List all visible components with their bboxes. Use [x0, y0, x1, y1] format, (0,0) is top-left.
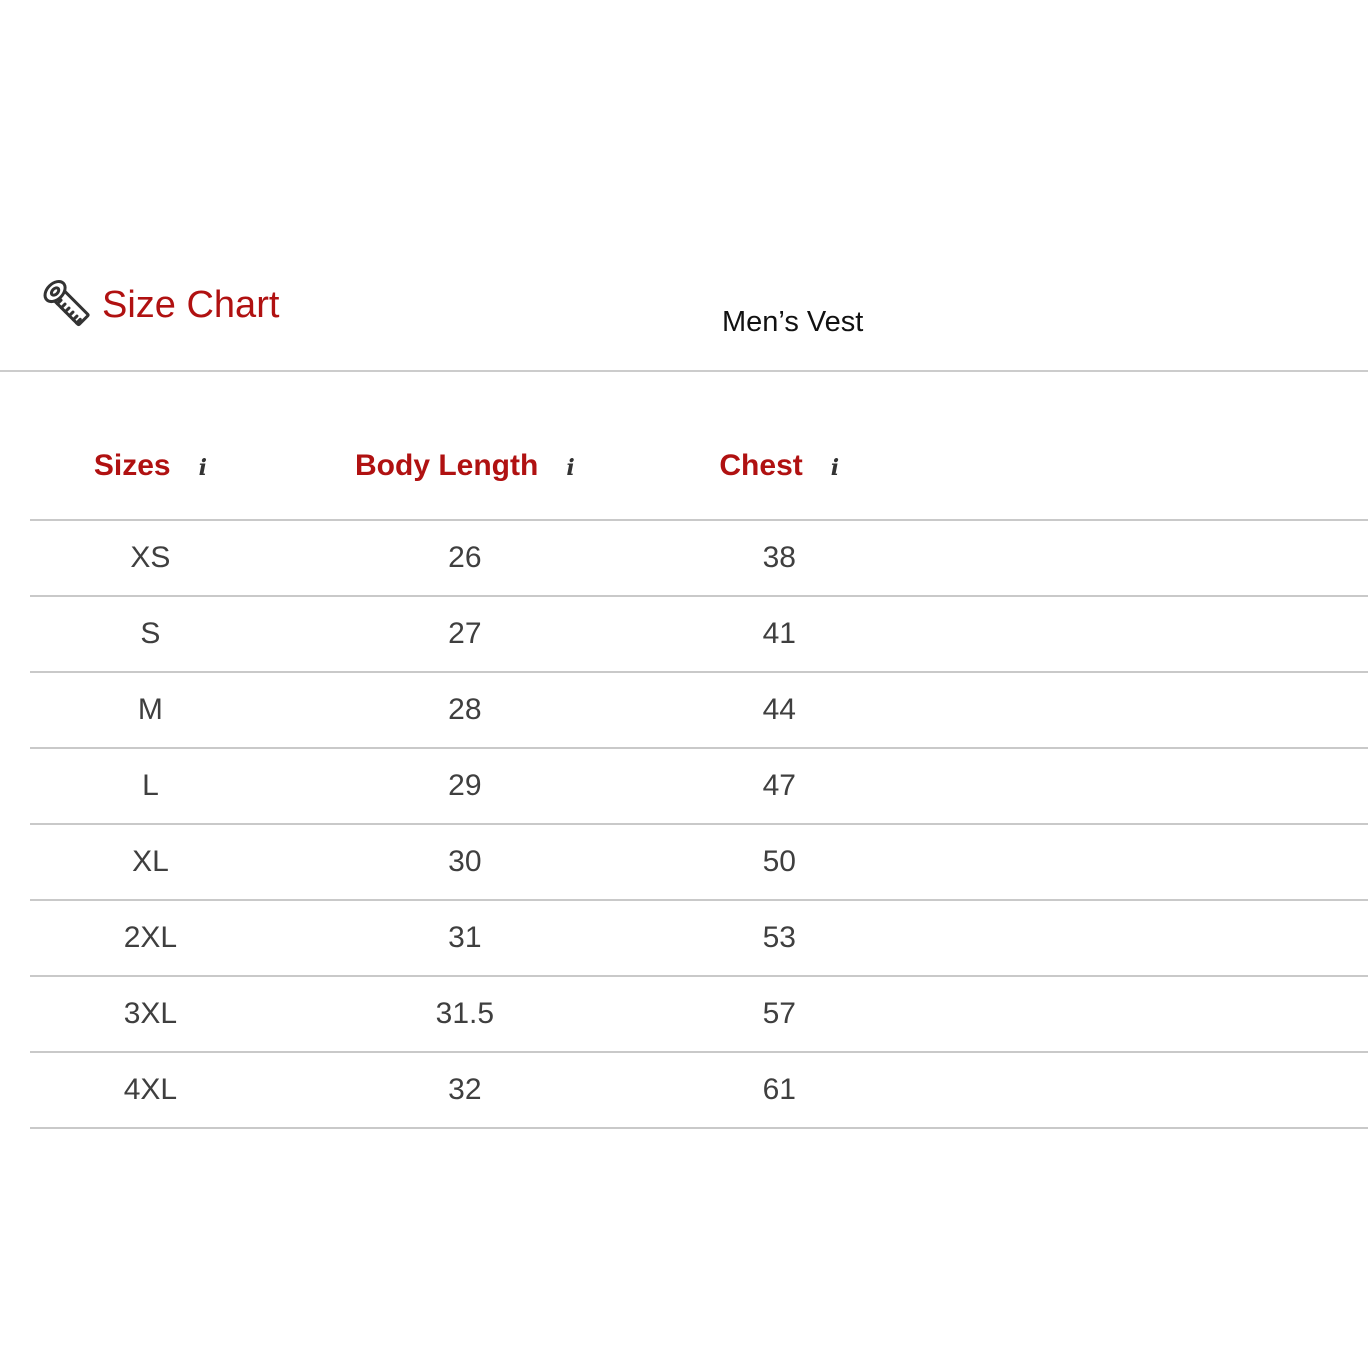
size-cell: M: [30, 672, 271, 749]
table-row: XL 30 50: [30, 824, 1368, 901]
table-row: 2XL 31 53: [30, 900, 1368, 977]
body-length-cell: 29: [270, 748, 659, 825]
size-cell: XL: [30, 824, 271, 901]
column-header-sizes: Sizes i: [30, 372, 271, 521]
table-row: L 29 47: [30, 748, 1368, 825]
spacer-cell: [899, 900, 1368, 977]
column-header-body-length: Body Length i: [270, 372, 659, 521]
body-length-cell: 31: [270, 900, 659, 977]
table-row: XS 26 38: [30, 520, 1368, 597]
spacer-cell: [899, 672, 1368, 749]
spacer-cell: [899, 976, 1368, 1053]
spacer-cell: [899, 596, 1368, 673]
chest-cell: 47: [658, 748, 900, 825]
spacer-cell: [899, 824, 1368, 901]
chest-cell: 41: [658, 596, 900, 673]
size-cell: 3XL: [30, 976, 271, 1053]
table-row: 4XL 32 61: [30, 1052, 1368, 1129]
product-name: Men’s Vest: [722, 306, 864, 338]
size-chart-header: Size Chart Men’s Vest: [0, 260, 1368, 372]
chest-cell: 44: [658, 672, 900, 749]
table-row: M 28 44: [30, 672, 1368, 749]
body-length-cell: 28: [270, 672, 659, 749]
body-length-cell: 30: [270, 824, 659, 901]
body-length-cell: 32: [270, 1052, 659, 1129]
info-icon[interactable]: i: [830, 454, 840, 481]
column-header-chest: Chest i: [658, 372, 900, 521]
column-label: Chest: [719, 448, 803, 482]
size-cell: S: [30, 596, 271, 673]
column-label: Sizes: [93, 448, 171, 482]
page-title: Size Chart: [102, 283, 280, 326]
chest-cell: 53: [658, 900, 900, 977]
measuring-tape-icon: [36, 272, 96, 338]
chest-cell: 50: [658, 824, 900, 901]
spacer-cell: [899, 372, 1368, 521]
body-length-cell: 27: [270, 596, 659, 673]
info-icon[interactable]: i: [566, 454, 575, 481]
size-cell: 4XL: [30, 1052, 271, 1129]
chest-cell: 57: [658, 976, 900, 1053]
spacer-cell: [899, 748, 1368, 825]
size-cell: 2XL: [30, 900, 271, 977]
spacer-cell: [899, 1052, 1368, 1129]
body-length-cell: 31.5: [270, 976, 659, 1053]
chest-cell: 61: [658, 1052, 900, 1129]
table-header-row: Sizes i Body Length i Chest i: [30, 372, 1368, 521]
spacer-cell: [899, 520, 1368, 597]
table-row: 3XL 31.5 57: [30, 976, 1368, 1053]
body-length-cell: 26: [270, 520, 659, 597]
info-icon[interactable]: i: [198, 454, 207, 481]
size-cell: L: [30, 748, 271, 825]
size-chart-table: Sizes i Body Length i Chest i XS 26 38 S 2: [30, 372, 1368, 1129]
column-label: Body Length: [355, 448, 539, 482]
title-group: Size Chart: [36, 272, 279, 338]
chest-cell: 38: [658, 520, 900, 597]
table-row: S 27 41: [30, 596, 1368, 673]
size-cell: XS: [30, 520, 271, 597]
